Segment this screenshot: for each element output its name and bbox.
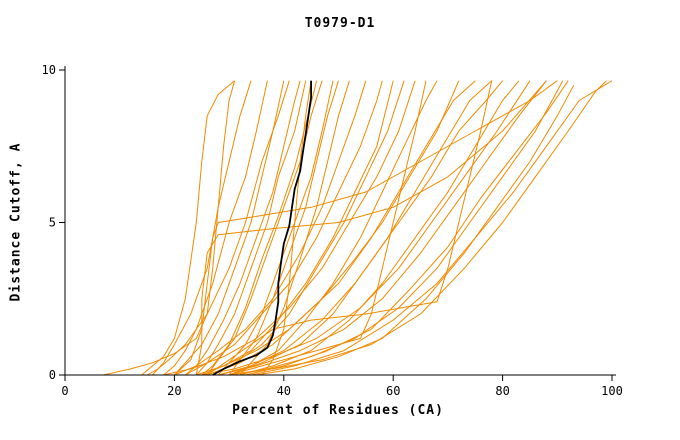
model-curve-model-15 xyxy=(201,80,394,376)
x-tick-label: 0 xyxy=(61,384,68,398)
highlight-curve-selected-model xyxy=(212,80,313,376)
model-curve-model-11 xyxy=(228,80,339,376)
x-tick-label: 80 xyxy=(495,384,509,398)
model-curve-model-03 xyxy=(163,80,268,376)
model-curve-model-13 xyxy=(174,80,367,376)
model-curve-model-01 xyxy=(141,80,235,376)
model-curve-model-20 xyxy=(207,80,476,376)
model-curve-model-06 xyxy=(184,80,301,376)
model-curve-model-19 xyxy=(196,80,460,376)
x-axis-label: Percent of Residues (CA) xyxy=(232,403,444,418)
chart-title: T0979-D1 xyxy=(304,16,376,31)
y-tick-label: 0 xyxy=(49,368,56,382)
x-tick-label: 60 xyxy=(386,384,400,398)
model-curve-model-31 xyxy=(206,80,493,376)
model-curve-model-17 xyxy=(163,80,416,376)
model-curve-model-26 xyxy=(229,80,564,376)
model-curve-model-30 xyxy=(250,80,613,376)
x-tick-label: 100 xyxy=(601,384,623,398)
model-curve-model-09 xyxy=(206,80,323,376)
model-curve-model-27 xyxy=(245,80,569,376)
model-curve-model-18 xyxy=(228,80,438,376)
model-curve-model-12 xyxy=(239,80,350,376)
model-curve-model-25 xyxy=(218,80,547,376)
model-curve-model-24 xyxy=(201,80,531,376)
model-curve-model-14 xyxy=(185,80,383,376)
x-tick-label: 20 xyxy=(167,384,181,398)
model-curve-model-36 xyxy=(103,80,236,376)
model-curve-model-04 xyxy=(174,80,285,376)
y-tick-label: 5 xyxy=(49,216,56,230)
y-tick-label: 10 xyxy=(42,63,56,77)
model-curve-model-33 xyxy=(195,80,547,376)
x-tick-label: 40 xyxy=(277,384,291,398)
model-curve-model-07 xyxy=(195,80,307,376)
model-curve-model-05 xyxy=(146,80,290,376)
model-curve-model-34 xyxy=(261,80,312,376)
model-curve-model-10 xyxy=(217,80,334,376)
model-curve-model-35 xyxy=(228,80,427,376)
